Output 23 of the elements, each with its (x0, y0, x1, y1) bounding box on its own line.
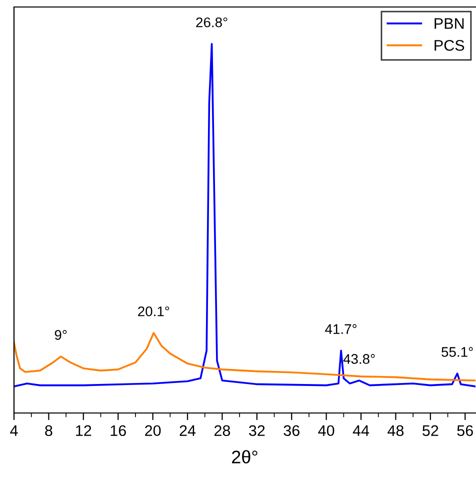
x-tick-label: 24 (180, 425, 196, 436)
x-tick-label: 8 (45, 425, 52, 436)
x-tick-label: 12 (76, 425, 92, 436)
annotation: 9° (54, 330, 67, 340)
x-tick-label: 40 (318, 425, 334, 436)
annotation: 41.7° (325, 324, 357, 334)
x-tick-label: 16 (110, 425, 126, 436)
legend-label: PBN (434, 18, 464, 29)
legend-label: PCS (434, 40, 464, 51)
x-tick-label: 44 (352, 425, 370, 436)
x-tick-label: 52 (422, 425, 438, 436)
x-tick-label: 4 (10, 425, 18, 436)
annotation: 55.1° (442, 347, 473, 357)
x-tick-label: 56 (457, 425, 473, 436)
annotation: 20.1° (138, 306, 170, 316)
annotation: 43.8° (343, 354, 375, 364)
x-tick-label: 20 (145, 425, 161, 436)
x-tick-label: 32 (248, 425, 265, 436)
x-tick-label: 28 (214, 425, 230, 436)
annotation: 26.8° (196, 17, 228, 28)
x-tick-label: 36 (284, 425, 300, 436)
x-tick-label: 48 (388, 425, 404, 436)
x-axis-title: 2θ° (232, 450, 258, 464)
